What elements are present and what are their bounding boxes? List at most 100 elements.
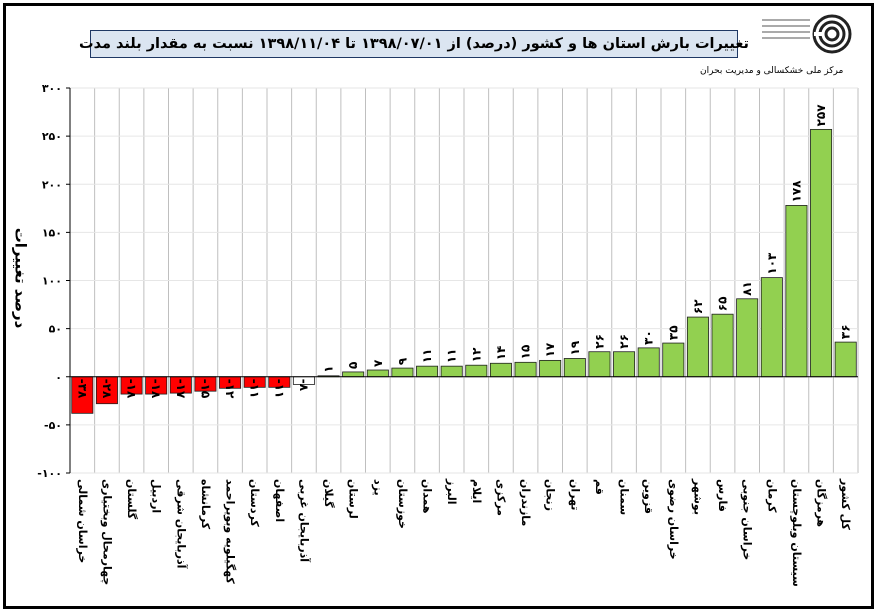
x-tick-label: خراسان جنوبی <box>741 479 754 560</box>
data-label: ۷ <box>371 359 385 367</box>
logo-icon <box>762 14 852 54</box>
x-tick-label: کل کشور <box>839 478 852 530</box>
bar <box>342 371 365 378</box>
y-tick-label: ۳۰۰ <box>42 82 62 95</box>
data-label: -۱۱ <box>272 379 286 399</box>
x-tick-label: گیلان <box>322 479 335 508</box>
y-tick-label: ۱۰۰ <box>42 275 62 288</box>
bar <box>662 342 685 378</box>
bar <box>711 313 734 378</box>
data-label: ۱۲ <box>469 347 483 362</box>
data-label: ۳۵ <box>666 325 680 340</box>
data-label: -۱۵ <box>198 379 212 399</box>
data-label: ۱۷۸ <box>789 180 803 203</box>
bar <box>514 361 537 378</box>
data-label: ۱۱ <box>420 349 434 364</box>
x-tick-label: اصفهان <box>273 479 286 522</box>
x-tick-label: بوشهر <box>691 478 704 515</box>
data-label: -۱۷ <box>174 379 188 399</box>
x-tick-label: سمنان <box>618 479 631 515</box>
y-tick-label: ۱۵۰ <box>42 226 62 239</box>
bar <box>366 369 389 378</box>
data-label: -۱۸ <box>125 379 139 399</box>
x-tick-label: مازندران <box>519 479 532 526</box>
data-label: -۱۸ <box>149 379 163 399</box>
bar <box>613 351 636 378</box>
data-label: ۱۷ <box>543 342 557 357</box>
x-tick-label: تهران <box>568 479 581 510</box>
bar <box>489 362 512 378</box>
x-tick-label: کرمانشاه <box>199 479 212 530</box>
x-tick-label: کرمان <box>765 479 778 513</box>
x-tick-label: قزوین <box>642 479 655 514</box>
x-tick-label: هرمزگان <box>815 479 828 527</box>
y-tick-label: ۰ <box>55 371 62 384</box>
bar <box>588 351 611 378</box>
x-tick-label: آذربایجان غربی <box>297 479 311 562</box>
data-label: ۱ <box>322 365 336 372</box>
x-tick-label: خراسان رضوی <box>667 479 680 560</box>
x-tick-label: البرز <box>445 478 458 505</box>
data-label: ۵ <box>346 362 360 369</box>
x-tick-label: زنجان <box>544 479 557 511</box>
bar <box>416 365 439 378</box>
bar <box>539 359 562 378</box>
data-label: ۱۰۳ <box>765 252 779 275</box>
data-label: ۳۰ <box>642 330 656 345</box>
x-tick-label: همدان <box>421 479 434 514</box>
bar <box>686 316 709 378</box>
bar <box>391 367 414 378</box>
y-tick-label: ۲۵۰ <box>42 130 62 143</box>
y-tick-label: ۵۰ <box>49 323 62 336</box>
bar <box>785 205 808 378</box>
data-label: ۶۵ <box>716 297 730 312</box>
bar <box>810 128 833 378</box>
data-label: ۸۱ <box>740 281 754 296</box>
data-label: -۸ <box>297 379 311 392</box>
x-tick-label: ایلام <box>470 479 483 503</box>
x-tick-label: اردبیل <box>150 479 163 513</box>
x-tick-label: فارس <box>716 479 729 512</box>
data-label: ۲۶ <box>617 334 631 349</box>
data-label: -۱۱ <box>248 379 262 399</box>
bar <box>440 365 463 378</box>
data-label: ۶۲ <box>691 299 705 314</box>
y-tick-label: -۱۰۰ <box>37 467 62 480</box>
x-tick-label: لرستان <box>347 479 360 519</box>
bar <box>736 298 759 378</box>
x-tick-label: یزد <box>371 479 384 496</box>
data-label: -۳۸ <box>75 379 89 399</box>
chart-title-box: تغییرات بارش استان ها و کشور (درصد) از ۱… <box>79 30 749 58</box>
x-tick-label: کردستان <box>248 479 261 527</box>
logo <box>758 10 854 60</box>
y-tick-label: ۲۰۰ <box>42 178 62 191</box>
x-tick-label: کهگیلویه وبویراحمد <box>224 479 237 584</box>
y-tick-label: -۵۰ <box>44 419 62 432</box>
x-tick-label: خراسان شمالی <box>76 479 89 563</box>
chart-title: تغییرات بارش استان ها و کشور (درصد) از ۱… <box>79 36 749 52</box>
x-tick-label: آذربایجان شرقی <box>174 479 188 569</box>
data-label: ۱۹ <box>568 340 582 355</box>
y-axis-label: درصد تغییرات <box>10 227 29 329</box>
data-label: ۲۶ <box>592 334 606 349</box>
x-tick-label: خوزستان <box>396 479 409 529</box>
bar <box>637 347 660 378</box>
x-tick-label: سیستان وبلوچستان <box>790 479 803 587</box>
x-tick-label: گلستان <box>125 479 138 520</box>
bar <box>563 358 586 378</box>
x-tick-label: چهارمحال وبختیاری <box>100 479 113 585</box>
data-label: ۱۵ <box>519 345 533 360</box>
data-label: ۱۱ <box>445 349 459 364</box>
data-label: ۱۴ <box>494 346 508 361</box>
data-label: ۹ <box>395 357 409 365</box>
bar <box>465 364 488 378</box>
bar <box>834 341 857 378</box>
data-label: ۲۵۷ <box>814 104 828 127</box>
x-tick-label: مرکزی <box>494 479 507 516</box>
data-label: -۲۸ <box>100 379 114 399</box>
data-label: -۱۲ <box>223 379 237 399</box>
source-label: مرکز ملی خشکسالی و مدیریت بحران <box>700 66 844 76</box>
data-label: ۳۶ <box>839 324 853 339</box>
x-tick-label: قم <box>593 479 606 495</box>
